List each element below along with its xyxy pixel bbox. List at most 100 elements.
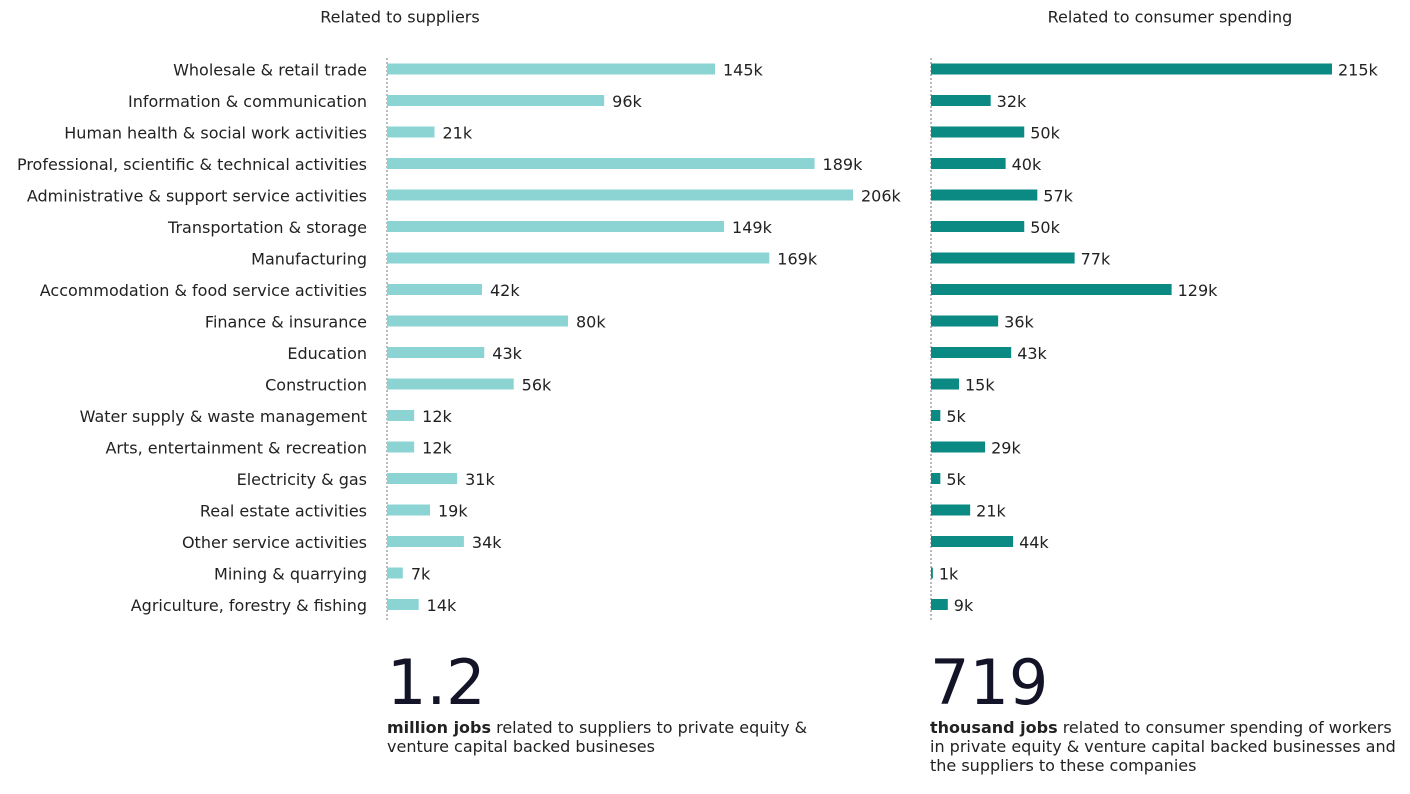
bar [387,410,415,421]
bar [931,504,971,516]
bar [387,567,403,579]
bar [931,378,959,390]
bar [387,504,430,516]
value-label: 15k [965,376,995,395]
value-label: 12k [422,407,452,426]
value-label: 43k [1017,344,1047,363]
value-label: 19k [438,502,468,521]
category-label: Accommodation & food service activities [40,281,367,300]
value-label: 44k [1019,533,1049,552]
bar [387,95,605,106]
bar [387,284,483,295]
headline-number: 719 [930,646,1049,719]
category-label: Wholesale & retail trade [173,61,367,80]
value-label: 80k [576,313,606,332]
bar [387,473,458,484]
headline-block: 719 thousand jobs related to consumer sp… [930,646,1400,776]
category-label: Professional, scientific & technical act… [17,155,367,174]
bar [931,536,1014,547]
bar [387,315,568,327]
bar [387,347,485,358]
bar [387,189,853,201]
bar [931,189,1038,201]
headline-text: thousand jobs related to consumer spendi… [930,718,1400,775]
value-label: 5k [946,470,966,489]
bar [387,63,716,75]
value-label: 5k [946,407,966,426]
bar [387,221,725,232]
category-label: Administrative & support service activit… [27,187,367,206]
category-label: Manufacturing [251,250,367,269]
value-label: 9k [954,596,974,615]
value-label: 43k [492,344,522,363]
value-label: 96k [612,92,642,111]
bar [387,158,815,169]
headline-desc: related to consumer spending of workers … [930,718,1396,775]
value-label: 21k [443,124,473,143]
value-label: 29k [991,439,1021,458]
value-label: 40k [1012,155,1042,174]
bar [931,473,941,484]
value-label: 31k [465,470,495,489]
bar [931,315,999,327]
value-label: 12k [422,439,452,458]
category-label: Information & communication [128,92,367,111]
value-label: 1k [939,565,959,584]
value-label: 189k [823,155,864,174]
category-label: Human health & social work activities [64,124,367,143]
chart-title: Related to suppliers [320,8,479,27]
bar [931,599,948,610]
headline-desc: related to suppliers to private equity &… [387,718,808,756]
value-label: 36k [1004,313,1034,332]
headline-number: 1.2 [387,646,486,719]
bar [931,95,991,106]
value-label: 32k [997,92,1027,111]
category-label: Finance & insurance [205,313,367,332]
category-label: Agriculture, forestry & fishing [131,596,367,615]
bar [931,158,1006,169]
chart-title: Related to consumer spending [1048,8,1293,27]
headline-text: million jobs related to suppliers to pri… [387,718,827,756]
value-label: 34k [472,533,502,552]
bar [387,252,770,264]
headline-block: 1.2 million jobs related to suppliers to… [387,646,827,757]
value-label: 57k [1043,187,1073,206]
category-label: Other service activities [182,533,367,552]
category-label: Construction [265,376,367,395]
category-label: Electricity & gas [237,470,367,489]
value-label: 50k [1030,218,1060,237]
bar [931,347,1012,358]
value-label: 149k [732,218,773,237]
category-label: Transportation & storage [167,218,367,237]
bar [931,252,1075,264]
headline-unit: million jobs [387,718,492,737]
bar [931,221,1025,232]
value-label: 21k [976,502,1006,521]
value-label: 129k [1178,281,1219,300]
category-label: Water supply & waste management [80,407,367,426]
category-label: Mining & quarrying [214,565,367,584]
bar [931,63,1332,75]
bar [931,410,941,421]
bar [931,567,933,579]
bar [387,126,435,138]
value-label: 77k [1081,250,1111,269]
bar [931,441,986,453]
bar [387,536,464,547]
category-label: Real estate activities [200,502,367,521]
value-label: 56k [522,376,552,395]
category-label: Education [287,344,367,363]
bar [931,284,1172,295]
value-label: 215k [1338,61,1379,80]
category-label: Arts, entertainment & recreation [105,439,367,458]
value-label: 42k [490,281,520,300]
bar [387,599,419,610]
value-label: 7k [411,565,431,584]
value-label: 50k [1030,124,1060,143]
value-label: 14k [427,596,457,615]
value-label: 206k [861,187,902,206]
value-label: 169k [777,250,818,269]
bar [931,126,1025,138]
